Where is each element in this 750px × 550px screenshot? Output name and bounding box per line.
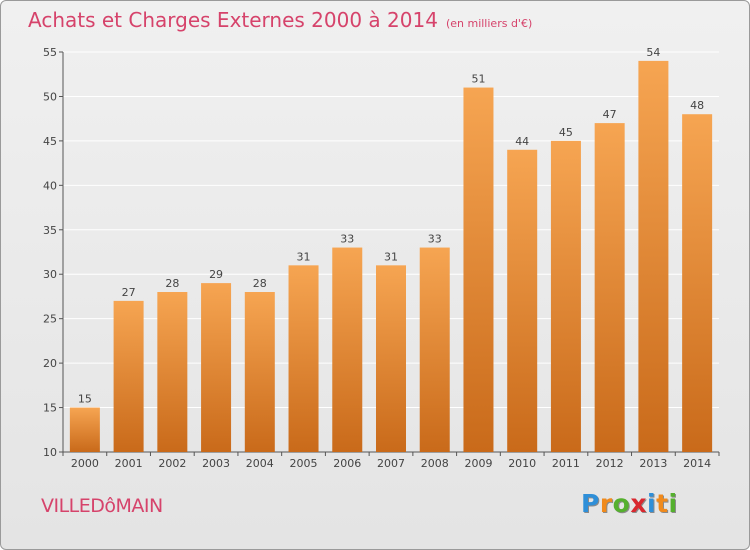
x-tick-label: 2014 [683,457,711,470]
x-tick-label: 2000 [71,457,99,470]
x-tick-label: 2012 [596,457,624,470]
chart-unit: (en milliers d'€) [445,17,533,30]
x-tick-label: 2008 [421,457,449,470]
x-tick-label: 2006 [333,457,361,470]
bar [157,292,188,452]
x-tick-label: 2005 [290,457,318,470]
x-tick-label: 2001 [115,457,143,470]
chart-title-block: Achats et Charges Externes 2000 à 2014 (e… [28,8,532,32]
y-tick-label: 10 [43,446,57,459]
bar [376,265,406,452]
y-tick-label: 40 [43,179,57,192]
y-tick-label: 30 [43,268,57,281]
y-tick-label: 50 [43,90,57,103]
bar [288,265,319,452]
bar [244,292,275,452]
bar [638,60,669,453]
data-label: 33 [428,233,442,246]
x-tick-label: 2003 [202,457,230,470]
x-tick-label: 2007 [377,457,405,470]
x-tick-label: 2010 [508,457,536,470]
data-label: 45 [559,126,573,139]
bar [682,114,713,452]
bars [69,60,713,453]
x-tick-label: 2009 [464,457,492,470]
bar [550,140,581,452]
logo-letter: P [581,489,600,518]
bar [419,247,450,452]
y-tick-label: 20 [43,357,57,370]
y-tick-label: 15 [43,402,57,415]
logo-letter: r [599,489,613,518]
y-tick-label: 35 [43,224,57,237]
bar [113,300,144,452]
x-tick-label: 2004 [246,457,274,470]
bar [201,283,232,452]
data-label: 28 [253,277,267,290]
chart-title: Achats et Charges Externes 2000 à 2014 [28,8,438,32]
data-label: 48 [690,99,704,112]
logo-letter: i [668,489,678,518]
data-label: 28 [165,277,179,290]
logo-letter: o [612,489,631,518]
bar [507,149,538,452]
data-label: 31 [384,250,398,263]
bar [332,247,363,452]
data-label: 33 [340,233,354,246]
data-label: 27 [122,286,136,299]
y-tick-label: 45 [43,135,57,148]
x-tick-labels: 2000 2001 2002 2003 2004 2005 2006 2007 2008 2009… [71,457,711,470]
y-tick-label: 25 [43,313,57,326]
proxiti-logo: Proxiti [581,489,678,518]
data-label: 54 [646,46,660,59]
bar [69,407,100,452]
data-label: 15 [78,393,92,406]
logo-letter: x [630,489,647,518]
data-label: 29 [209,268,223,281]
x-tick-label: 2011 [552,457,580,470]
data-labels: 15 27 28 29 28 31 33 31 33 51 44 45 47 54 48 [78,46,704,406]
data-label: 44 [515,135,529,148]
x-tick-label: 2013 [639,457,667,470]
data-label: 31 [297,250,311,263]
bar [594,123,625,452]
town-name: VILLEDôMAIN [41,495,163,517]
logo-letter: t [656,489,669,518]
data-label: 51 [471,73,485,86]
y-tick-label: 55 [43,46,57,59]
bar [463,87,494,453]
x-tick-label: 2002 [158,457,186,470]
data-label: 47 [603,108,617,121]
logo-letter: i [647,489,657,518]
y-tick-labels: 10 15 20 25 30 35 40 45 50 55 [43,46,57,459]
